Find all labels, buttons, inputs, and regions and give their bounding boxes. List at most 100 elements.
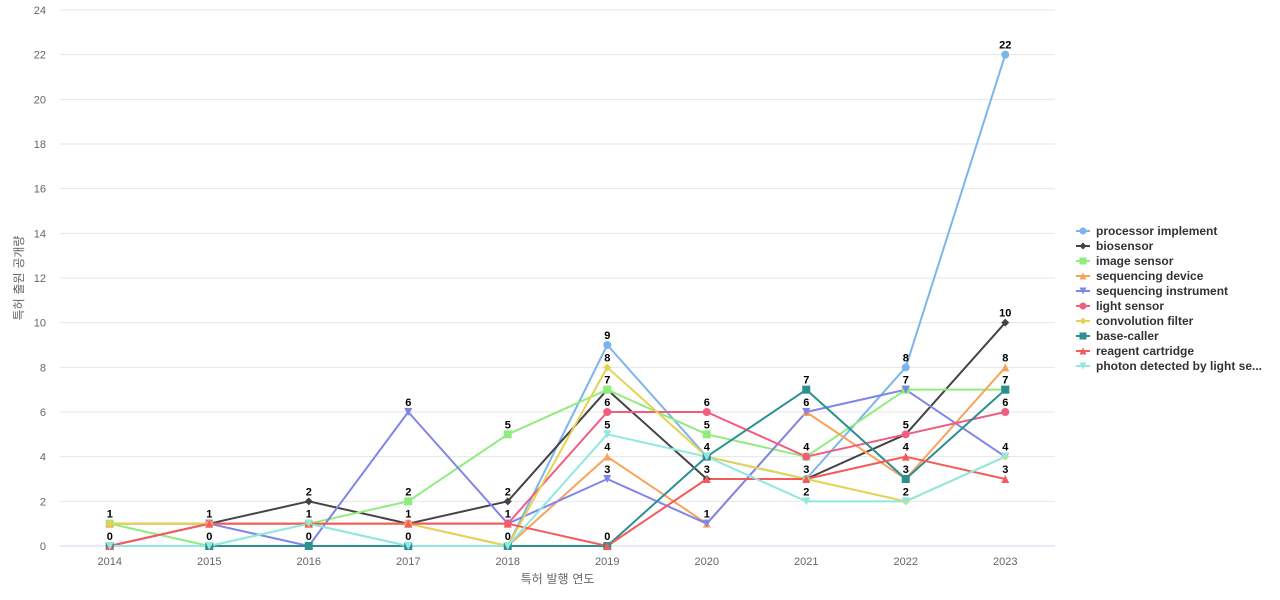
legend-marker xyxy=(1079,317,1087,325)
data-labels: 01 10210621052109876543065431764328754322… xyxy=(107,40,1012,543)
data-point xyxy=(901,475,910,483)
data-label: 0 xyxy=(505,531,511,543)
data-point xyxy=(901,385,910,394)
data-label: 2 xyxy=(505,486,511,498)
x-tick-label: 2016 xyxy=(297,556,321,568)
data-point xyxy=(603,385,612,394)
data-label: 0 xyxy=(306,531,312,543)
data-point xyxy=(404,497,413,506)
data-label: 5 xyxy=(704,419,710,431)
data-label: 8 xyxy=(604,352,610,364)
legend-marker xyxy=(1079,272,1087,280)
data-label: 9 xyxy=(604,330,610,342)
legend-label: biosensor xyxy=(1096,239,1154,253)
data-point xyxy=(603,475,612,483)
legend-item[interactable]: convolution filter xyxy=(1076,314,1194,328)
legend-label: image sensor xyxy=(1096,254,1174,268)
data-point xyxy=(901,430,910,439)
series-line xyxy=(108,388,1007,547)
y-axis-title: 특허 출원 공개량 xyxy=(12,236,26,321)
legend-marker xyxy=(1079,332,1087,340)
data-label: 4 xyxy=(803,442,810,454)
y-tick-label: 14 xyxy=(34,228,46,240)
data-label: 5 xyxy=(505,419,511,431)
data-point xyxy=(304,497,313,506)
legend-label: photon detected by light se... xyxy=(1096,359,1262,373)
data-label: 4 xyxy=(704,442,711,454)
data-point xyxy=(702,519,711,528)
gridlines xyxy=(60,9,1055,547)
data-point xyxy=(802,475,811,483)
x-tick-label: 2019 xyxy=(595,556,619,568)
data-label: 3 xyxy=(803,464,809,476)
y-tick-label: 2 xyxy=(40,496,46,508)
y-tick-label: 16 xyxy=(34,184,46,196)
series-line xyxy=(108,321,1007,525)
y-tick-label: 20 xyxy=(34,94,46,106)
data-point xyxy=(702,408,711,416)
data-label: 5 xyxy=(903,419,909,431)
y-tick-label: 12 xyxy=(34,273,46,285)
legend-item[interactable]: light sensor xyxy=(1076,299,1164,313)
legend-item[interactable]: sequencing device xyxy=(1076,269,1204,283)
y-tick-label: 24 xyxy=(34,5,46,17)
series-line xyxy=(108,411,1007,547)
legend-item[interactable]: processor implement xyxy=(1076,224,1217,238)
x-tick-label: 2014 xyxy=(98,556,122,568)
data-label: 1 xyxy=(107,509,113,521)
data-point xyxy=(1001,475,1010,483)
data-point xyxy=(603,341,612,349)
legend-item[interactable]: biosensor xyxy=(1076,239,1154,253)
data-point xyxy=(205,519,214,528)
x-tick-label: 2018 xyxy=(496,556,520,568)
data-label: 1 xyxy=(405,509,411,521)
data-label: 1 xyxy=(505,509,511,521)
data-label: 4 xyxy=(604,442,611,454)
legend-marker xyxy=(1079,347,1087,355)
y-tick-label: 10 xyxy=(34,318,46,330)
legend-item[interactable]: reagent cartridge xyxy=(1076,344,1194,358)
legend-item[interactable]: image sensor xyxy=(1076,254,1174,268)
data-point xyxy=(503,542,512,550)
data-point xyxy=(503,497,512,506)
legend-marker xyxy=(1079,362,1087,370)
series-line xyxy=(108,433,1007,547)
legend-item[interactable]: photon detected by light se... xyxy=(1076,359,1262,373)
data-point xyxy=(1001,50,1010,59)
data-point xyxy=(105,519,114,528)
data-label: 8 xyxy=(903,352,909,364)
data-label: 7 xyxy=(903,375,909,387)
y-tick-label: 22 xyxy=(34,50,46,62)
data-label: 6 xyxy=(803,397,809,409)
data-label: 1 xyxy=(704,509,710,521)
data-label: 2 xyxy=(405,486,411,498)
data-point xyxy=(702,430,711,439)
data-label: 2 xyxy=(306,486,312,498)
data-point xyxy=(105,542,114,550)
data-label: 7 xyxy=(1002,375,1008,387)
x-tick-label: 2022 xyxy=(894,556,918,568)
data-point xyxy=(901,452,910,461)
data-point xyxy=(603,408,612,416)
data-label: 1 xyxy=(306,509,312,521)
legend-item[interactable]: base-caller xyxy=(1076,329,1159,343)
data-label: 3 xyxy=(1002,464,1008,476)
x-tick-label: 2021 xyxy=(794,556,818,568)
x-tick-label: 2015 xyxy=(197,556,221,568)
data-label: 5 xyxy=(604,419,610,431)
legend-label: processor implement xyxy=(1096,224,1217,238)
data-label: 22 xyxy=(999,40,1011,52)
data-label: 10 xyxy=(999,308,1011,320)
legend-marker xyxy=(1079,302,1087,310)
y-tick-label: 8 xyxy=(40,362,46,374)
data-point xyxy=(404,408,413,416)
legend-item[interactable]: sequencing instrument xyxy=(1076,284,1228,298)
series-markers xyxy=(105,50,1010,550)
data-point xyxy=(802,452,811,461)
data-label: 2 xyxy=(803,486,809,498)
data-label: 7 xyxy=(803,375,809,387)
data-label: 6 xyxy=(704,397,710,409)
y-tick-label: 6 xyxy=(40,407,46,419)
data-point xyxy=(304,519,313,528)
